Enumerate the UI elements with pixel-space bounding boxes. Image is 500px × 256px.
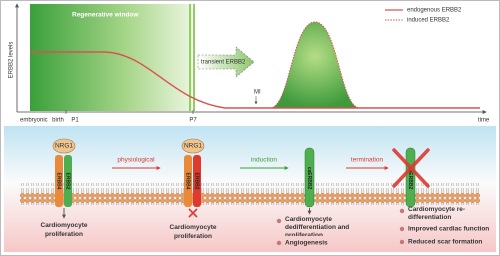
induced-outline: [269, 21, 361, 109]
receptor-label: caERBB2: [306, 167, 312, 190]
outcome: Angiogenesis: [285, 240, 328, 247]
outcome: Reduced scar formation: [408, 239, 482, 246]
erbb2: [193, 155, 201, 207]
ligand-label: NRG1: [55, 143, 73, 150]
regenerative-window: [30, 4, 192, 111]
timeline-label: P1: [71, 118, 79, 124]
transient-label: transient ERBB2: [201, 60, 246, 66]
transient-arrow: [197, 46, 255, 78]
mi-label: MI: [254, 90, 261, 96]
ca-erbb2: [304, 147, 315, 208]
receptor-label: ERBB2: [65, 173, 71, 190]
step-label: induction: [251, 157, 277, 164]
outcome: Cardiomyocyte proliferation: [41, 222, 88, 238]
bullet: [276, 240, 282, 246]
bullet: [399, 208, 405, 214]
erbb4: [55, 155, 63, 207]
ligand-label: NRG1: [184, 143, 202, 150]
outcome-line: Cardiomyocyte: [41, 222, 88, 229]
window-label: Regenerative window: [72, 12, 139, 19]
ligand: [181, 138, 205, 154]
membrane: [20, 183, 480, 205]
timeline-label: embryonic: [20, 118, 48, 124]
window-edge: [189, 4, 191, 111]
bullet: [399, 226, 405, 232]
timeline-label: birth: [52, 118, 64, 124]
receptor-label: caERBB2: [407, 167, 413, 190]
induced-peak: [270, 22, 360, 108]
erbb2: [64, 155, 72, 207]
outcome-box: Cardiomyocyte re-differentiation: [408, 206, 466, 221]
outcome-line: Cardiomyocyte: [170, 224, 217, 231]
bullet: [276, 218, 282, 224]
outcome-line: proliferation: [45, 231, 83, 238]
timeline-label: P7: [189, 118, 197, 124]
endogenous-curve: [30, 51, 480, 109]
window-edge: [193, 4, 195, 111]
outcome-line: proliferation: [174, 233, 212, 240]
termination-cross: [392, 148, 430, 188]
receptor-label: ERBB4: [56, 173, 62, 190]
receptor-label: ERBB4: [185, 173, 191, 190]
step-label: physiological: [117, 157, 155, 164]
block-mark: [188, 208, 198, 218]
outcome: Cardiomyocyte proliferation: [170, 224, 217, 240]
legend-label: induced ERBB2: [407, 18, 450, 24]
bullet: [399, 239, 405, 245]
outcome: Improved cardiac function: [408, 226, 489, 233]
x-axis-label: time: [478, 118, 490, 124]
legend-label: endogenous ERBB2: [407, 8, 462, 14]
outcome-box: Cardiomyocyte dedifferentiation and prol…: [285, 216, 350, 236]
outcome: Cardiomyocyte re-differentiation: [408, 206, 466, 221]
y-axis-label: ERBB2 levels: [9, 42, 15, 79]
ligand: [52, 138, 76, 154]
step-label: termination: [351, 157, 384, 164]
outcome: Cardiomyocyte dedifferentiation and prol…: [285, 216, 350, 236]
receptor-label: ERBB2: [194, 173, 200, 190]
erbb4: [184, 155, 192, 207]
